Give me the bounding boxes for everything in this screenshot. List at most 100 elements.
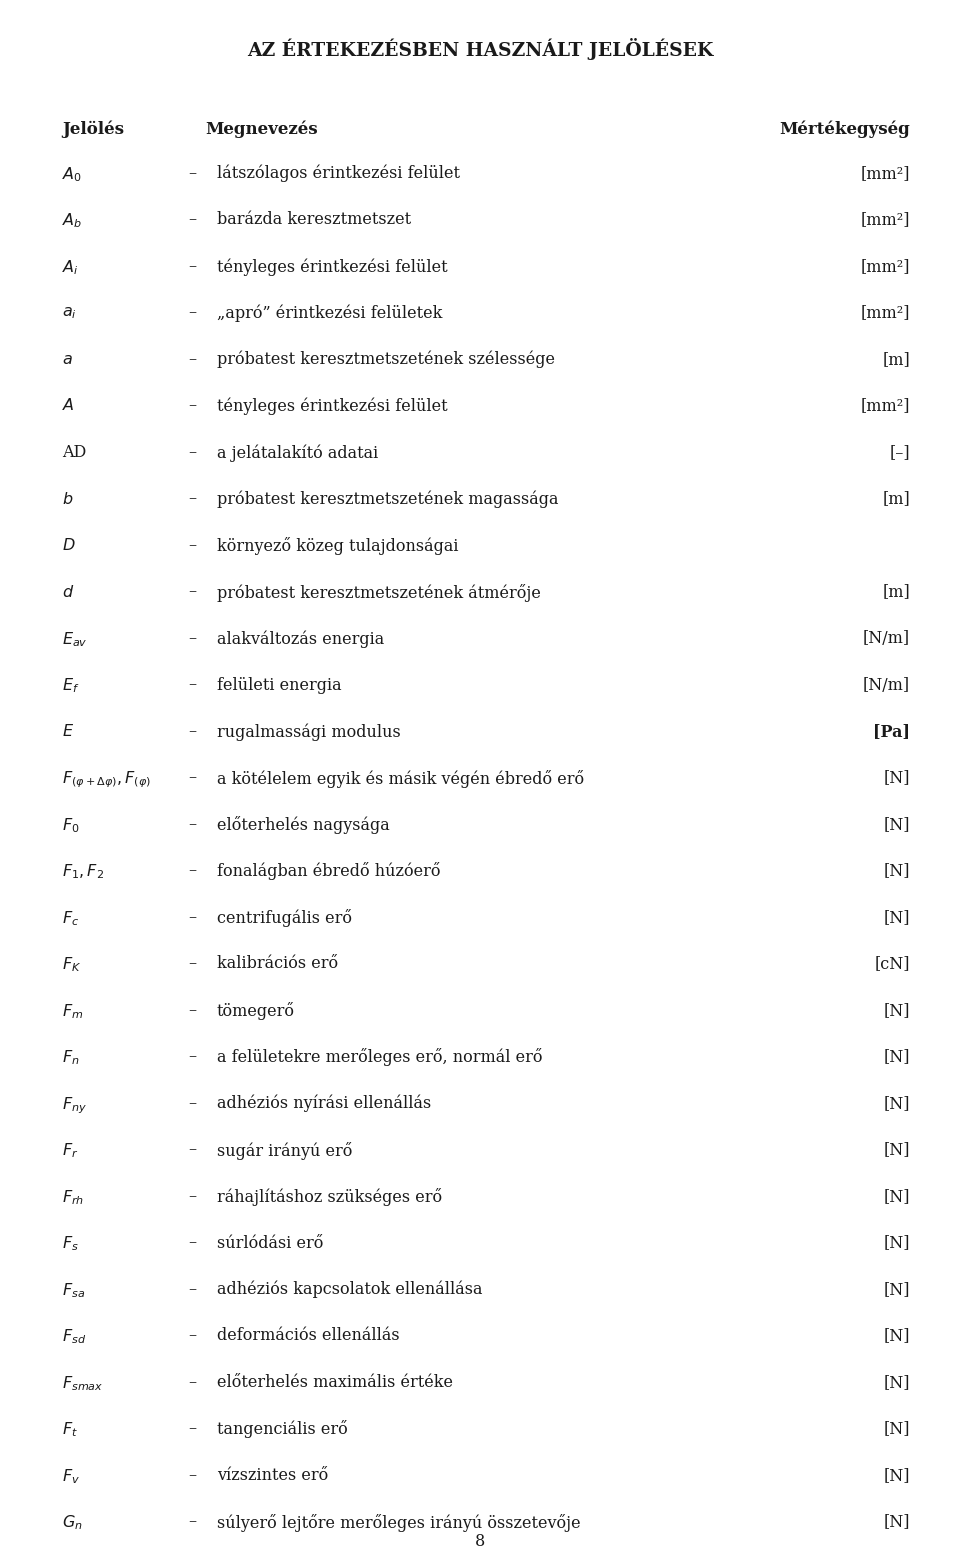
Text: $F_c$: $F_c$ — [62, 909, 79, 927]
Text: –: – — [188, 1421, 196, 1438]
Text: rugalmassági modulus: rugalmassági modulus — [217, 723, 400, 740]
Text: [m]: [m] — [882, 584, 910, 601]
Text: $A_b$: $A_b$ — [62, 211, 83, 229]
Text: [N]: [N] — [883, 863, 910, 879]
Text: $F_v$: $F_v$ — [62, 1467, 80, 1486]
Text: [mm²]: [mm²] — [860, 398, 910, 415]
Text: $F_m$: $F_m$ — [62, 1002, 84, 1021]
Text: $G_n$: $G_n$ — [62, 1514, 83, 1533]
Text: –: – — [188, 258, 196, 275]
Text: barázda keresztmetszet: barázda keresztmetszet — [217, 211, 411, 228]
Text: $D$: $D$ — [62, 537, 76, 554]
Text: –: – — [188, 490, 196, 507]
Text: $F_{sa}$: $F_{sa}$ — [62, 1282, 85, 1300]
Text: [N/m]: [N/m] — [863, 631, 910, 646]
Text: súrlódási erő: súrlódási erő — [217, 1235, 324, 1252]
Text: $F_r$: $F_r$ — [62, 1141, 79, 1160]
Text: $F_{(\varphi+\Delta\varphi)},F_{(\varphi)}$: $F_{(\varphi+\Delta\varphi)},F_{(\varphi… — [62, 770, 151, 790]
Text: $E$: $E$ — [62, 723, 74, 740]
Text: a kötélelem egyik és másik végén ébredő erő: a kötélelem egyik és másik végén ébredő … — [217, 770, 584, 787]
Text: tényleges érintkezési felület: tényleges érintkezési felület — [217, 258, 447, 275]
Text: előterhelés nagysága: előterhelés nagysága — [217, 816, 390, 834]
Text: [cN]: [cN] — [875, 955, 910, 973]
Text: $F_1,F_2$: $F_1,F_2$ — [62, 863, 104, 882]
Text: $a$: $a$ — [62, 351, 73, 368]
Text: vízszintes erő: vízszintes erő — [217, 1467, 328, 1485]
Text: [N]: [N] — [883, 1235, 910, 1252]
Text: –: – — [188, 909, 196, 926]
Text: –: – — [188, 1235, 196, 1252]
Text: felületi energia: felületi energia — [217, 676, 342, 693]
Text: $b$: $b$ — [62, 490, 73, 507]
Text: AD: AD — [62, 443, 86, 460]
Text: [N]: [N] — [883, 1049, 910, 1066]
Text: [N]: [N] — [883, 1002, 910, 1019]
Text: –: – — [188, 770, 196, 787]
Text: –: – — [188, 1467, 196, 1485]
Text: $E_{av}$: $E_{av}$ — [62, 631, 87, 649]
Text: $A$: $A$ — [62, 398, 75, 415]
Text: próbatest keresztmetszetének magassága: próbatest keresztmetszetének magassága — [217, 490, 559, 507]
Text: $F_K$: $F_K$ — [62, 955, 82, 974]
Text: ráhajlításhoz szükséges erő: ráhajlításhoz szükséges erő — [217, 1188, 443, 1207]
Text: [N]: [N] — [883, 816, 910, 834]
Text: próbatest keresztmetszetének átmérője: próbatest keresztmetszetének átmérője — [217, 584, 540, 601]
Text: –: – — [188, 723, 196, 740]
Text: –: – — [188, 537, 196, 554]
Text: alakváltozás energia: alakváltozás energia — [217, 631, 384, 648]
Text: [N]: [N] — [883, 1094, 910, 1111]
Text: [N]: [N] — [883, 770, 910, 787]
Text: deformációs ellenállás: deformációs ellenállás — [217, 1327, 399, 1344]
Text: $A_i$: $A_i$ — [62, 258, 79, 276]
Text: [mm²]: [mm²] — [860, 304, 910, 322]
Text: $F_{ny}$: $F_{ny}$ — [62, 1094, 87, 1116]
Text: „apró” érintkezési felületek: „apró” érintkezési felületek — [217, 304, 443, 322]
Text: –: – — [188, 816, 196, 834]
Text: [mm²]: [mm²] — [860, 258, 910, 275]
Text: –: – — [188, 676, 196, 693]
Text: –: – — [188, 631, 196, 646]
Text: [N/m]: [N/m] — [863, 676, 910, 693]
Text: –: – — [188, 1282, 196, 1299]
Text: Mértékegység: Mértékegység — [780, 120, 910, 137]
Text: –: – — [188, 165, 196, 183]
Text: –: – — [188, 1514, 196, 1530]
Text: [N]: [N] — [883, 1374, 910, 1391]
Text: kalibrációs erő: kalibrációs erő — [217, 955, 338, 973]
Text: $d$: $d$ — [62, 584, 74, 601]
Text: tangenciális erő: tangenciális erő — [217, 1421, 348, 1439]
Text: adhéziós kapcsolatok ellenállása: adhéziós kapcsolatok ellenállása — [217, 1282, 483, 1299]
Text: [N]: [N] — [883, 1327, 910, 1344]
Text: $F_n$: $F_n$ — [62, 1049, 80, 1068]
Text: tömegerő: tömegerő — [217, 1002, 295, 1019]
Text: [m]: [m] — [882, 490, 910, 507]
Text: [N]: [N] — [883, 1514, 910, 1530]
Text: [–]: [–] — [889, 443, 910, 460]
Text: adhéziós nyírási ellenállás: adhéziós nyírási ellenállás — [217, 1094, 431, 1113]
Text: a jelátalakító adatai: a jelátalakító adatai — [217, 443, 378, 462]
Text: –: – — [188, 1188, 196, 1205]
Text: [N]: [N] — [883, 1421, 910, 1438]
Text: [N]: [N] — [883, 1141, 910, 1158]
Text: –: – — [188, 443, 196, 460]
Text: –: – — [188, 1049, 196, 1066]
Text: –: – — [188, 584, 196, 601]
Text: tényleges érintkezési felület: tényleges érintkezési felület — [217, 398, 447, 415]
Text: $F_{sd}$: $F_{sd}$ — [62, 1327, 86, 1346]
Text: –: – — [188, 1141, 196, 1158]
Text: [mm²]: [mm²] — [860, 165, 910, 183]
Text: $a_i$: $a_i$ — [62, 304, 77, 322]
Text: a felületekre merőleges erő, normál erő: a felületekre merőleges erő, normál erő — [217, 1049, 542, 1066]
Text: [N]: [N] — [883, 1467, 910, 1485]
Text: próbatest keresztmetszetének szélessége: próbatest keresztmetszetének szélessége — [217, 351, 555, 368]
Text: 8: 8 — [475, 1533, 485, 1550]
Text: $F_{rh}$: $F_{rh}$ — [62, 1188, 84, 1207]
Text: fonalágban ébredő húzóerő: fonalágban ébredő húzóerő — [217, 863, 441, 880]
Text: [N]: [N] — [883, 909, 910, 926]
Text: [N]: [N] — [883, 1282, 910, 1299]
Text: $F_0$: $F_0$ — [62, 816, 80, 835]
Text: előterhelés maximális értéke: előterhelés maximális értéke — [217, 1374, 453, 1391]
Text: $F_t$: $F_t$ — [62, 1421, 78, 1439]
Text: –: – — [188, 955, 196, 973]
Text: –: – — [188, 398, 196, 415]
